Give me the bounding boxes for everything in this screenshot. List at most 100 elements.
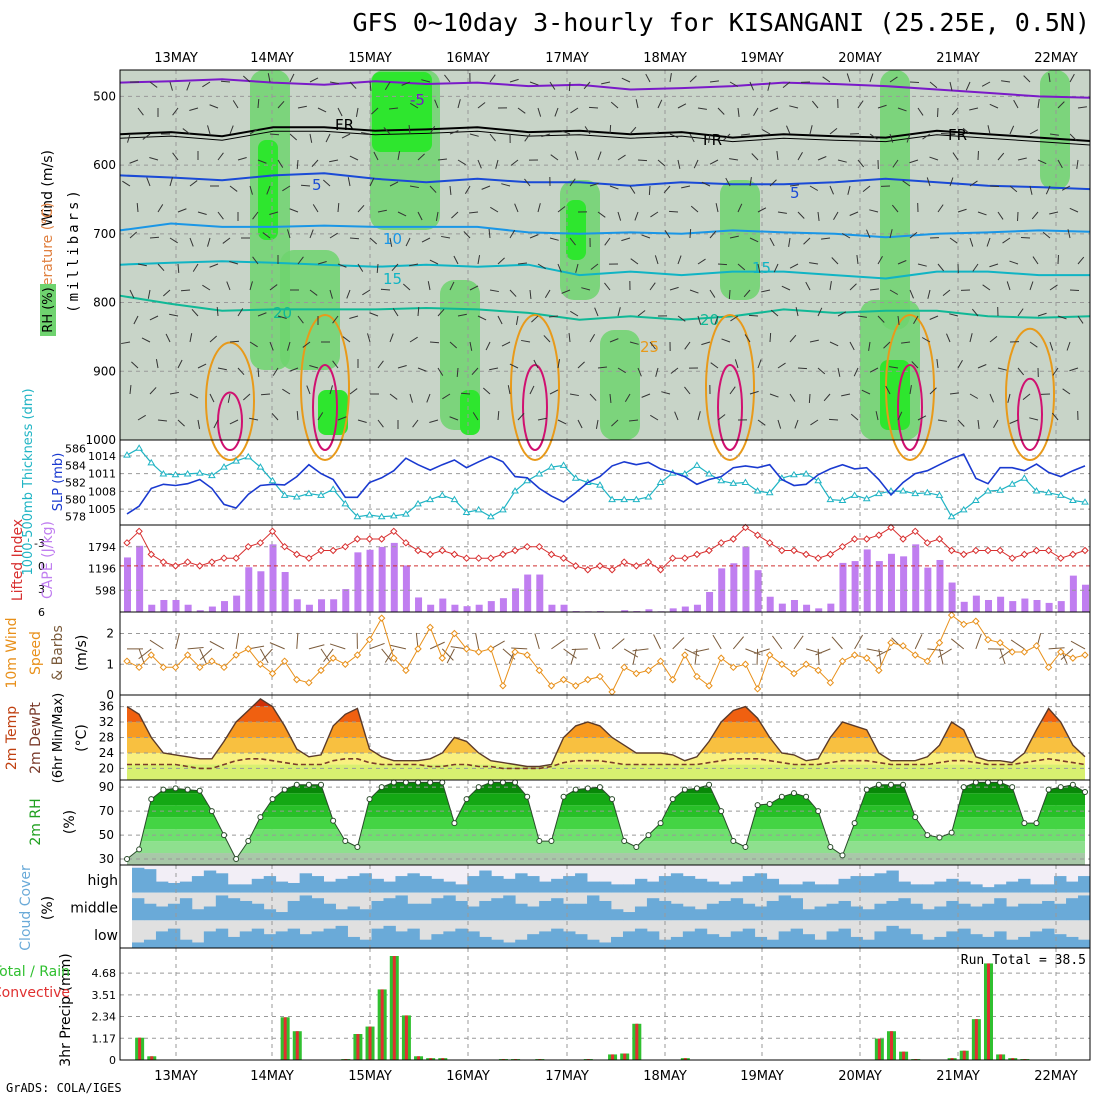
rh-point: [924, 832, 931, 839]
wind-barb: [129, 159, 139, 164]
wind-barb: [329, 159, 339, 163]
cape-bar: [706, 591, 714, 612]
wind-barb: [721, 338, 731, 343]
rh-point: [378, 784, 385, 791]
cape-bar: [342, 589, 350, 612]
wind-barb: [489, 133, 496, 142]
wind-barb: [936, 359, 939, 369]
wind-barb: [477, 159, 482, 169]
cloud-bar: [718, 884, 732, 893]
cape-bar: [815, 608, 823, 612]
cloud-bar: [862, 939, 875, 948]
wind-barb: [649, 282, 656, 291]
wind-barb: [377, 419, 384, 428]
thickness-point: [244, 452, 253, 460]
precip-convective-bar: [683, 1058, 687, 1060]
wind-barb: [177, 263, 180, 274]
cape-bar: [924, 567, 932, 612]
thickness-point: [705, 469, 713, 477]
wind-barb: [149, 387, 157, 395]
rh-point: [609, 796, 616, 803]
wind-barb: [269, 133, 280, 136]
wind-speed-point: [1057, 648, 1065, 656]
wind-barb: [761, 129, 771, 135]
rh-fill-group: [127, 782, 1085, 865]
lifted-index-point: [1032, 546, 1041, 555]
wind-barb: [388, 107, 399, 110]
thickness-tick-label: 580: [65, 494, 86, 507]
wind-barb: [789, 334, 797, 343]
cloud-bar: [670, 903, 684, 921]
wind-barb: [309, 77, 319, 83]
wind-barb: [197, 363, 207, 369]
wind-speed-line: [126, 614, 1086, 693]
cloud-bar: [1054, 903, 1067, 921]
thickness-point: [353, 512, 362, 520]
pressure-axis-label: (millibars): [66, 187, 82, 313]
wind-barb: [434, 99, 439, 109]
wind-barb: [769, 332, 772, 343]
slp-axis-label: SLP (mb): [51, 453, 66, 512]
date-label-bottom: 21MAY: [936, 1069, 980, 1084]
wind-barb: [389, 333, 394, 343]
rh-point: [257, 814, 264, 821]
wind-axis-label: Speed: [28, 631, 44, 675]
rh-point: [645, 832, 652, 839]
rh-point: [148, 796, 155, 803]
wind-barb: [757, 419, 766, 426]
cape-bar: [693, 604, 701, 612]
cloud-bar: [503, 895, 516, 921]
wind-barb: [729, 81, 739, 87]
thickness-point: [741, 478, 750, 485]
wind-barb: [849, 283, 857, 291]
wind-barb: [1048, 73, 1051, 83]
thickness-point: [195, 469, 204, 476]
wind-barb: [227, 393, 231, 403]
wind-barb: [969, 393, 979, 399]
lifted-index-point: [171, 562, 180, 570]
wind-barb: [921, 337, 931, 343]
cloud-bar: [215, 873, 229, 893]
wind-barb: [822, 76, 831, 83]
temp-tick-label: 20: [99, 761, 114, 775]
cloud-bar: [862, 909, 875, 921]
wind-barb: [1049, 133, 1059, 136]
cape-bar: [1045, 602, 1053, 612]
wind-barb: [549, 81, 556, 90]
wind-barb: [957, 419, 965, 427]
wind-barb: [811, 100, 819, 109]
cloud-bar: [1006, 881, 1019, 893]
wind-barb: [209, 335, 218, 343]
wind-barb: [477, 102, 486, 109]
lifted-index-point: [1044, 546, 1053, 555]
wind-barb: [769, 237, 775, 247]
cape-bar: [136, 545, 144, 612]
wind-barb: [157, 263, 165, 272]
rh-point: [693, 785, 700, 792]
wind-barb: [929, 387, 937, 395]
wind-barb: [199, 648, 207, 664]
cloud-bar: [1042, 928, 1055, 948]
cape-bar: [427, 604, 435, 612]
wind-speed-point: [596, 672, 604, 681]
wind-barb: [341, 133, 351, 139]
wind-barb: [417, 153, 425, 161]
wind-barb: [1057, 101, 1065, 109]
wind-barb: [909, 159, 919, 164]
wind-barb: [1061, 185, 1071, 191]
cloud-bar: [982, 887, 995, 893]
wind-barb: [697, 315, 702, 325]
wind-barb: [380, 288, 391, 291]
wind-barb: [383, 127, 391, 135]
wind-speed-point: [1044, 663, 1053, 672]
wind-barb: [969, 107, 979, 111]
temp-tick-label: 32: [99, 715, 114, 729]
wind-barb: [670, 367, 679, 374]
wind-barb: [569, 237, 576, 246]
wind-barb: [289, 133, 298, 141]
cloud-bar: [670, 936, 684, 948]
thickness-point: [693, 461, 701, 468]
wind-barb: [769, 393, 779, 398]
cape-bar: [669, 608, 677, 612]
rh-point: [415, 779, 422, 786]
